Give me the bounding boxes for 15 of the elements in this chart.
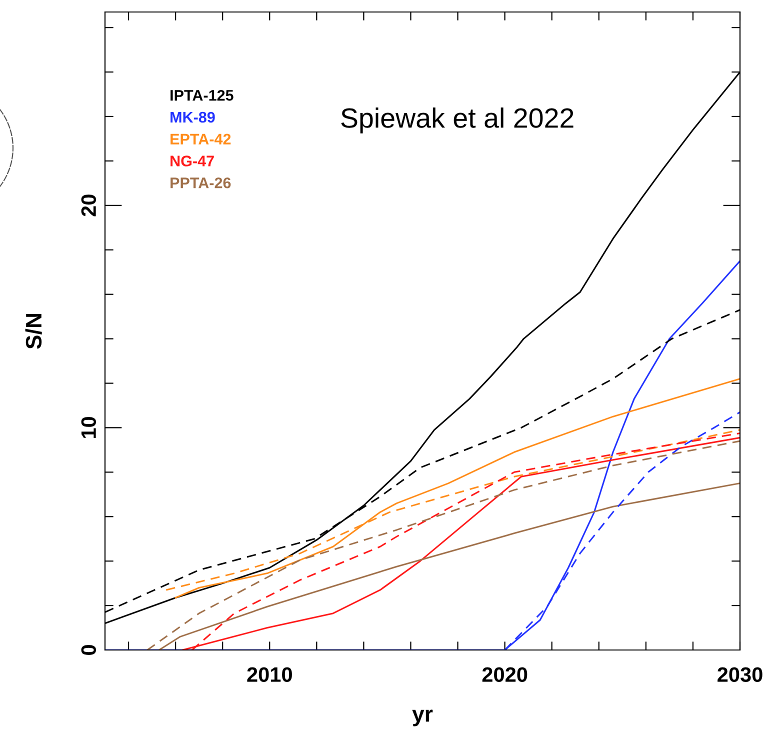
- y-tick-label: 0: [81, 645, 96, 655]
- x-tick-label: 2020: [482, 667, 528, 682]
- y-tick-label: 10: [81, 416, 96, 438]
- text: NG-47: [170, 156, 214, 166]
- y-axis-title: S/N: [25, 314, 42, 349]
- y-tick-label: 20: [81, 194, 96, 216]
- annotation: Spiewak et al 2022: [341, 108, 574, 134]
- x-tick-label: 2010: [247, 667, 292, 682]
- text: PPTA-26: [170, 177, 231, 188]
- text: IPTA-125: [170, 90, 234, 101]
- x-axis-title: yr: [412, 710, 433, 726]
- text: MK-89: [170, 112, 215, 123]
- line-series: [158, 482, 740, 650]
- x-tick-label: 2030: [718, 667, 762, 682]
- text: EPTA-42: [170, 134, 231, 144]
